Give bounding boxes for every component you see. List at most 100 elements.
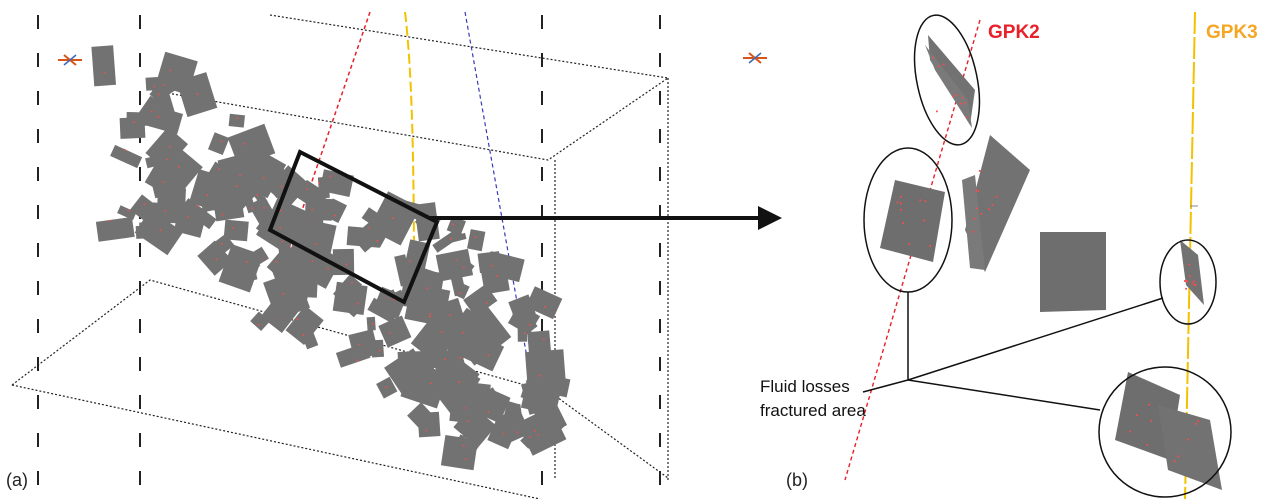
highlight-ellipse: [1098, 366, 1232, 498]
fracture-dot: [474, 236, 477, 239]
fracture-dot: [467, 420, 470, 423]
fracture-dot: [157, 115, 160, 118]
marker-icon: [743, 52, 767, 64]
fracture-dot: [302, 334, 305, 337]
fracture-patch: [417, 411, 441, 438]
fracture-dot: [987, 208, 990, 211]
fracture-patch: [525, 349, 567, 394]
fracture-dot: [187, 216, 189, 219]
fracture-dot: [376, 239, 379, 242]
fracture-dot: [963, 101, 966, 104]
fracture-dot: [356, 359, 359, 362]
fracture-dot: [1185, 287, 1188, 290]
fracture-patch: [173, 202, 208, 238]
fracture-patch: [119, 117, 146, 139]
fracture-dot: [462, 444, 465, 447]
fracture-patch: [197, 240, 233, 276]
fracture-patch: [146, 105, 183, 135]
fracture-dot: [243, 143, 246, 145]
fracture-dot: [426, 287, 428, 289]
fracture-dot: [1189, 275, 1191, 278]
fracture-dot: [1188, 263, 1191, 266]
fracture-dot: [334, 214, 337, 217]
fracture-patch: [467, 229, 486, 252]
fracture-dot: [932, 56, 935, 59]
annotation-text: Fluid losses fractured area: [760, 375, 866, 423]
fracture-patch: [446, 216, 466, 236]
fracture-dot: [1197, 420, 1200, 423]
fracture-dot: [937, 65, 940, 68]
fracture-patch: [134, 209, 184, 256]
fracture-patch: [117, 205, 137, 221]
fracture-patch: [527, 330, 551, 354]
fracture-dot: [429, 382, 432, 385]
fracture-dot: [280, 209, 282, 212]
fracture-dot: [1191, 282, 1194, 285]
fracture-dot: [257, 323, 260, 326]
fracture-patch: [110, 144, 143, 169]
fracture-patch: [296, 249, 324, 280]
fracture-dot: [206, 194, 209, 197]
fracture-patch: [480, 264, 510, 295]
fracture-dot: [178, 165, 180, 168]
fracture-dot: [425, 429, 428, 432]
fracture-patch: [130, 194, 156, 221]
fracture-dot: [150, 110, 153, 113]
fracture-dot: [315, 243, 317, 246]
fracture-dot: [462, 331, 464, 334]
fracture-patch: [459, 331, 505, 372]
fracture-dot: [908, 242, 911, 245]
fracture-patch: [517, 322, 528, 342]
fracture-dot: [1187, 438, 1189, 441]
fracture-patch: [520, 431, 538, 449]
fracture-dot: [263, 207, 265, 209]
fracture-dot: [282, 292, 285, 295]
fracture-dot: [162, 181, 165, 184]
fracture-dot: [980, 212, 983, 215]
fracture-patch: [512, 306, 538, 335]
fracture-dot: [929, 244, 931, 247]
fracture-dot: [279, 226, 282, 229]
fracture-dot: [379, 349, 381, 352]
fracture-dot: [896, 201, 899, 204]
fracture-patch: [378, 315, 412, 348]
fracture-dot: [318, 181, 321, 184]
fracture-dot: [409, 260, 411, 263]
fracture-dot: [900, 208, 902, 211]
fracture-dot: [961, 96, 964, 99]
fracture-dot: [215, 258, 218, 261]
fracture-patch: [454, 434, 466, 455]
fracture-patch: [218, 244, 263, 293]
fracture-dot: [496, 275, 498, 278]
fracture-patch: [91, 45, 116, 87]
fracture-patch: [366, 316, 376, 331]
fracture-dot: [899, 195, 902, 198]
fracture-dot: [529, 436, 532, 438]
fracture-dot: [1195, 422, 1197, 425]
fracture-patch: [137, 95, 162, 123]
well-gpk2-label: GPK2: [988, 22, 1040, 43]
fracture-patch: [228, 113, 245, 128]
highlight-ellipse: [913, 14, 981, 146]
fracture-dot: [487, 410, 490, 413]
fracture-patch: [215, 233, 235, 254]
annotation-connector: [907, 379, 1101, 411]
fracture-dot: [166, 158, 169, 161]
fracture-dot: [428, 315, 431, 318]
fracture-patch: [145, 77, 159, 91]
fracture-dot: [1150, 419, 1153, 422]
fracture-patch: [249, 185, 268, 207]
zoom-arrow-head: [758, 206, 782, 230]
fracture-dot: [459, 292, 461, 295]
fracture-dot: [232, 226, 235, 229]
fracture-patch: [263, 270, 310, 320]
fracture-dot: [978, 169, 981, 172]
fracture-patch: [298, 322, 319, 350]
fracture-patch: [208, 132, 230, 155]
fracture-dot: [1186, 280, 1189, 283]
fracture-dot: [972, 230, 975, 233]
fracture-patch: [455, 282, 470, 300]
fracture-dot: [351, 282, 353, 284]
fracture-dot: [256, 194, 258, 196]
